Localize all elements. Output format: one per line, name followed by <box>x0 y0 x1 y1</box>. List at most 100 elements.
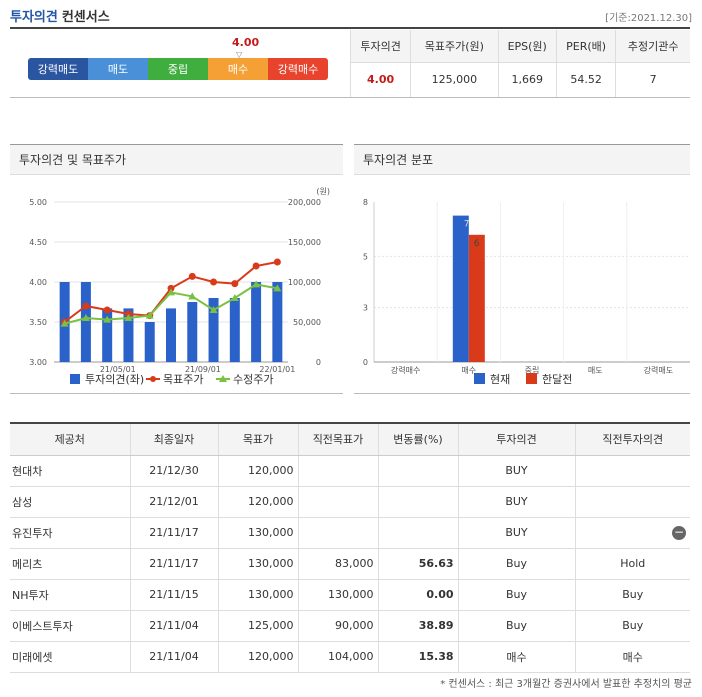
report-cell: 미래에셋 <box>10 641 130 673</box>
title-main: 투자의견 <box>10 10 58 25</box>
report-cell: 130,000 <box>217 517 298 549</box>
adjusted-price-point <box>103 315 112 323</box>
x-category: 중립 <box>525 366 540 375</box>
opinion-scale-item: 매수 <box>208 58 268 80</box>
opinion-scale-item: 강력매도 <box>28 58 88 80</box>
y-tick: 0 <box>363 358 368 367</box>
report-cell: 매수 <box>457 641 575 673</box>
month-ago-bar <box>468 234 485 362</box>
table-row: 유진투자 21/11/17 130,000 BUY <box>10 517 690 549</box>
consensus-summary: 4.00 ▽ 강력매도 매도 중립 매수 강력매수 투자의견 목표주가(원) EPS(원) P… <box>10 30 690 98</box>
report-cell: 21/12/01 <box>129 486 218 518</box>
table-row: NH투자 21/11/15 130,000 130,000 0.00 Buy Buy <box>10 579 690 611</box>
header-divider <box>10 27 690 29</box>
target-price-point <box>103 306 111 314</box>
y-left-tick: 3.00 <box>29 358 47 367</box>
report-cell <box>377 517 458 549</box>
adjusted-price-point <box>273 284 282 292</box>
legend-label: 수정주가 <box>233 373 273 386</box>
report-header: 최종일자 <box>129 423 218 456</box>
panel-title: 투자의견 및 목표주가 <box>10 145 343 175</box>
report-cell: NH투자 <box>10 579 130 611</box>
report-cell <box>574 455 690 487</box>
opinion-bar <box>251 282 262 362</box>
report-cell: Buy <box>457 610 575 642</box>
current-bar <box>452 215 469 362</box>
consensus-value: 1,669 <box>497 62 557 97</box>
table-row: 현대차 21/12/30 120,000 BUY <box>10 455 690 487</box>
legend-marker <box>150 376 156 382</box>
consensus-header: 목표주가(원) <box>410 30 498 63</box>
legend-swatch <box>70 374 80 384</box>
x-category: 매수 <box>461 366 476 375</box>
opinion-bar <box>123 308 134 362</box>
report-cell: 매수 <box>574 641 690 673</box>
collapse-icon[interactable]: − <box>672 525 686 540</box>
base-date: [기준:2021.12.30] <box>605 13 692 24</box>
target-price-point <box>82 302 90 310</box>
report-cell <box>377 455 458 487</box>
report-cell: 120,000 <box>217 486 298 518</box>
consensus-value: 54.52 <box>555 62 616 97</box>
report-cell: 130,000 <box>217 579 298 611</box>
report-cell: 130,000 <box>217 548 298 580</box>
opinion-scale-item: 강력매수 <box>268 58 328 80</box>
opinion-target-chart: 5.00 4.50 4.00 3.50 3.00 200,000 150,000 100,00… <box>29 187 330 386</box>
target-price-point <box>167 284 175 292</box>
report-cell: Buy <box>574 610 690 642</box>
report-cell: 21/11/17 <box>129 517 218 549</box>
report-cell: BUY <box>457 486 575 518</box>
consensus-value: 125,000 <box>410 62 498 97</box>
legend-swatch <box>474 373 485 384</box>
report-cell <box>574 517 690 549</box>
adjusted-price-point <box>81 314 90 321</box>
opinion-bar <box>102 308 113 362</box>
report-cell <box>297 486 378 518</box>
y-right-unit: (원) <box>316 187 330 196</box>
target-price-point <box>273 258 281 266</box>
opinion-scale-bar: 강력매도 매도 중립 매수 강력매수 <box>28 58 328 80</box>
report-cell: 120,000 <box>217 641 298 673</box>
report-header: 목표가 <box>217 423 298 456</box>
table-row: 이베스트투자 21/11/04 125,000 90,000 38.89 Buy Buy <box>10 610 690 642</box>
opinion-bar <box>208 298 219 362</box>
report-cell: 0.00 <box>377 579 458 611</box>
y-left-tick: 4.00 <box>29 278 47 287</box>
y-tick: 3 <box>363 304 368 313</box>
table-row: 메리츠 21/11/17 130,000 83,000 56.63 Buy Hold <box>10 548 690 580</box>
target-price-point <box>231 280 239 288</box>
report-header: 투자의견 <box>457 423 575 456</box>
report-cell: 104,000 <box>297 641 378 673</box>
opinion-scale-item: 중립 <box>148 58 208 80</box>
reports-table: 제공처 최종일자 목표가 직전목표가 변동률(%) 투자의견 직전투자의견 현대차 21/12… <box>10 422 690 673</box>
opinion-scale-item: 매도 <box>88 58 148 80</box>
y-right-tick: 200,000 <box>288 198 321 207</box>
report-cell: 130,000 <box>297 579 378 611</box>
x-category: 강력매도 <box>644 365 673 375</box>
opinion-distribution-panel: 투자의견 분포 8 5 3 0 강력매수 매수 중립 매도 강력매도 7 6 현재 한달전 <box>354 144 690 394</box>
y-right-tick: 0 <box>316 358 321 367</box>
report-cell: 15.38 <box>377 641 458 673</box>
report-cell: 56.63 <box>377 548 458 580</box>
title-sub: 컨센서스 <box>61 10 110 25</box>
y-tick: 5 <box>363 252 368 261</box>
adjusted-price-point <box>209 306 218 313</box>
y-left-tick: 5.00 <box>29 198 47 207</box>
y-right-tick: 150,000 <box>288 238 321 247</box>
footnote: * 컨센서스 : 최근 3개월간 증권사에서 발표한 추정치의 평균 <box>440 679 692 690</box>
report-cell: 현대차 <box>10 455 130 487</box>
report-cell: BUY <box>457 517 575 549</box>
report-cell: 21/11/17 <box>129 548 218 580</box>
x-tick: 22/01/01 <box>259 365 295 374</box>
report-cell <box>377 486 458 518</box>
report-cell: 유진투자 <box>10 517 130 549</box>
report-cell <box>297 517 378 549</box>
section-title: 투자의견 컨센서스 <box>10 6 110 25</box>
y-left-tick: 3.50 <box>29 318 47 327</box>
x-tick: 21/05/01 <box>100 365 136 374</box>
y-tick: 8 <box>363 198 368 207</box>
opinion-bar <box>187 302 198 362</box>
legend-label: 투자의견(좌) <box>85 373 144 386</box>
legend-label: 목표주가 <box>163 373 203 386</box>
report-cell: 90,000 <box>297 610 378 642</box>
